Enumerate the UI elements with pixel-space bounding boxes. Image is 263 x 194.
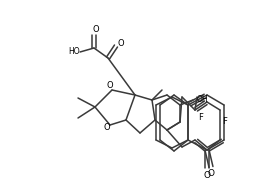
Text: O: O [208, 169, 215, 178]
Text: OH: OH [197, 95, 209, 105]
Text: F: F [222, 118, 227, 126]
Text: F: F [198, 113, 203, 122]
Text: O: O [107, 81, 113, 90]
Text: O: O [93, 25, 99, 35]
Text: O: O [118, 40, 124, 48]
Text: O: O [104, 124, 110, 133]
Text: O: O [204, 171, 210, 179]
Text: HO: HO [68, 48, 80, 56]
